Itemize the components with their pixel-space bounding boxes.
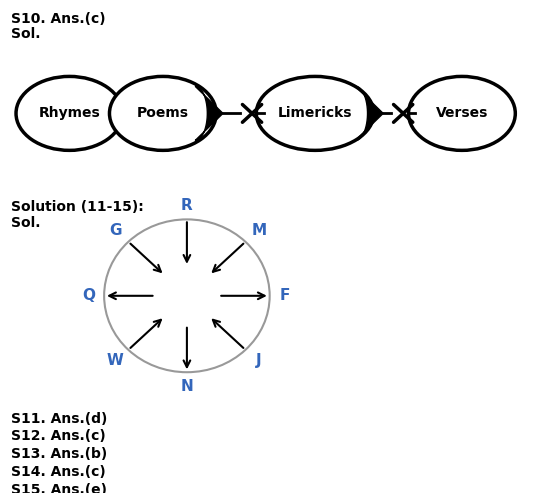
Text: M: M	[251, 223, 266, 239]
Text: Q: Q	[83, 288, 96, 303]
Text: Sol.: Sol.	[11, 216, 40, 230]
Text: N: N	[180, 379, 193, 393]
Text: S15. Ans.(e): S15. Ans.(e)	[11, 483, 107, 493]
Ellipse shape	[16, 76, 123, 150]
Text: S13. Ans.(b): S13. Ans.(b)	[11, 447, 107, 461]
Text: S14. Ans.(c): S14. Ans.(c)	[11, 465, 105, 479]
Text: G: G	[109, 223, 121, 239]
Text: S11. Ans.(d): S11. Ans.(d)	[11, 412, 107, 425]
Ellipse shape	[109, 76, 216, 150]
Text: J: J	[256, 353, 262, 368]
Text: Solution (11-15):: Solution (11-15):	[11, 200, 144, 213]
Text: W: W	[107, 353, 123, 368]
Text: Poems: Poems	[137, 106, 189, 120]
Text: Sol.: Sol.	[11, 27, 40, 41]
PathPatch shape	[356, 86, 383, 141]
Ellipse shape	[409, 76, 515, 150]
Text: R: R	[181, 198, 193, 213]
Text: S12. Ans.(c): S12. Ans.(c)	[11, 429, 105, 443]
Text: Limericks: Limericks	[278, 106, 352, 120]
PathPatch shape	[195, 86, 223, 141]
Text: Rhymes: Rhymes	[38, 106, 100, 120]
Ellipse shape	[256, 76, 374, 150]
Text: F: F	[279, 288, 290, 303]
Text: Verses: Verses	[436, 106, 488, 120]
Text: S10. Ans.(c): S10. Ans.(c)	[11, 12, 105, 26]
